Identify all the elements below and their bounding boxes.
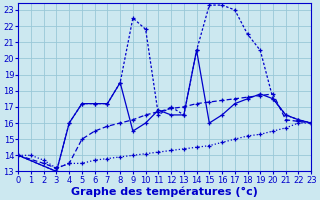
X-axis label: Graphe des températures (°c): Graphe des températures (°c) (71, 186, 258, 197)
